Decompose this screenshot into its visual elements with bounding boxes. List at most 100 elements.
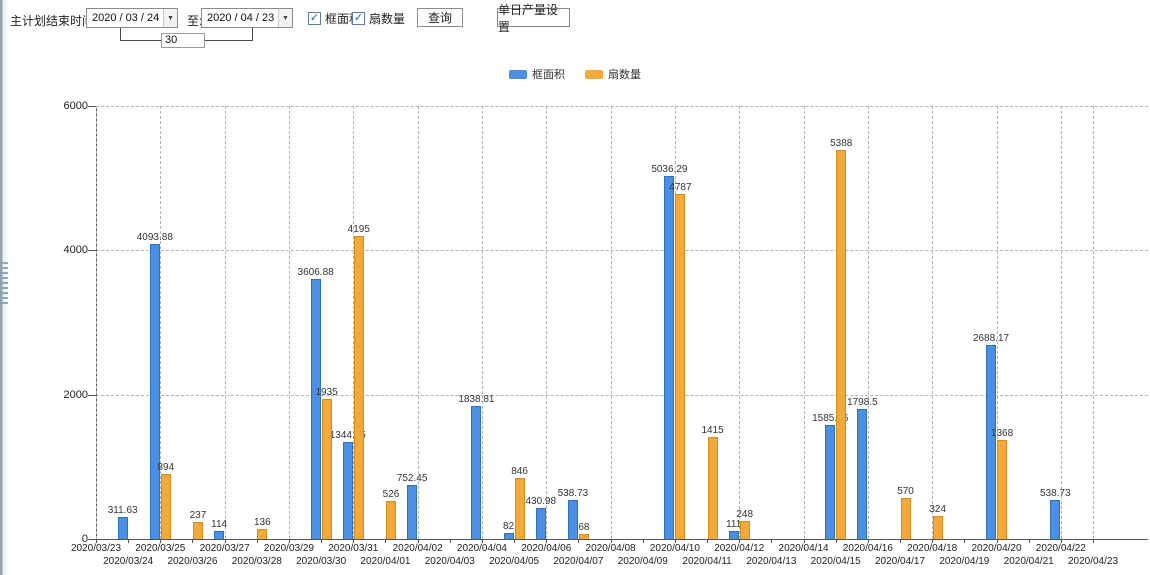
x-axis-label: 2020/04/22	[1035, 543, 1086, 554]
x-axis-label: 2020/04/21	[1003, 556, 1054, 567]
daily-output-settings-button[interactable]: 单日产量设置	[497, 3, 570, 34]
x-axis-tick	[128, 539, 130, 543]
bar-fans-2020-03-25	[160, 474, 171, 539]
x-axis-label: 2020/04/15	[810, 556, 861, 567]
x-axis-label: 2020/04/20	[971, 543, 1022, 554]
bar-chart: 6000 4000 2000 0 2020/03/23 2020/03/24 2020/03…	[0, 90, 1150, 575]
to-label: 至:	[187, 14, 203, 28]
x-axis-tick	[224, 539, 226, 543]
x-axis-tick	[674, 539, 676, 543]
x-axis-tick	[900, 539, 902, 543]
chevron-down-icon[interactable]: ▼	[163, 9, 177, 27]
gridline-vertical	[546, 106, 548, 539]
x-axis-label: 2020/04/02	[392, 543, 443, 554]
x-axis-label: 2020/04/13	[746, 556, 797, 567]
bar-fans-2020-04-01	[385, 501, 396, 539]
x-axis-tick	[192, 539, 194, 543]
start-date-picker[interactable]: 2020 / 03 / 24 ▼	[86, 8, 178, 28]
bar-value-label: 3606.88	[297, 267, 334, 278]
gridline-vertical	[803, 106, 805, 539]
x-axis-tick	[996, 539, 998, 543]
bar-value-label: 430.98	[525, 496, 557, 507]
bar-value-label: 1415	[701, 425, 724, 436]
bar-area-2020-04-12	[728, 531, 739, 539]
bar-area-2020-04-05	[503, 533, 514, 539]
x-axis-tick	[481, 539, 483, 543]
bar-area-2020-03-30	[310, 279, 321, 539]
bar-area-2020-03-31	[342, 442, 353, 539]
gridline-vertical	[739, 106, 741, 539]
bar-value-label: 1838.81	[458, 394, 495, 405]
x-axis-label: 2020/04/16	[842, 543, 893, 554]
bracket-line	[252, 28, 253, 41]
bar-value-label: 570	[897, 486, 914, 497]
bar-fans-2020-04-17	[900, 498, 911, 539]
bar-value-label: 5036.29	[651, 164, 688, 175]
x-axis-tick	[932, 539, 934, 543]
bar-value-label: 538.73	[557, 488, 589, 499]
day-span-input[interactable]: 30	[161, 33, 205, 48]
bar-fans-2020-04-15	[836, 150, 847, 539]
x-axis-label: 2020/03/23	[70, 543, 122, 554]
bar-value-label: 1368	[990, 428, 1014, 439]
gridline-horizontal	[96, 394, 1148, 396]
bracket-line	[120, 40, 161, 41]
gridline-horizontal	[96, 106, 1148, 107]
bar-fans-2020-04-07	[578, 534, 589, 539]
x-axis-tick	[964, 539, 966, 543]
bar-area-2020-04-10	[664, 176, 675, 539]
bar-fans-2020-04-11	[707, 437, 718, 539]
bar-area-2020-04-04	[471, 406, 482, 539]
bar-value-label: 237	[189, 510, 207, 521]
y-axis-label: 6000	[63, 100, 88, 112]
bar-value-label: 68	[578, 522, 590, 533]
y-axis-label: 2000	[63, 388, 88, 401]
x-axis-tick	[546, 539, 548, 543]
end-date-picker[interactable]: 2020 / 04 / 23 ▼	[201, 8, 293, 28]
bar-value-label: 4787	[669, 182, 692, 193]
x-axis-tick	[707, 539, 709, 543]
x-axis-label: 2020/03/28	[231, 556, 282, 567]
bar-fans-2020-04-05	[514, 478, 525, 539]
legend-swatch-blue	[509, 69, 527, 79]
legend-item-frame-area: 框面积	[509, 66, 565, 82]
gridline-vertical	[160, 106, 162, 539]
x-axis-tick	[353, 539, 355, 543]
bar-area-2020-04-07	[567, 500, 578, 539]
bar-value-label: 248	[736, 509, 754, 520]
end-date-value: 2020 / 04 / 23	[207, 12, 275, 24]
x-axis-tick	[578, 539, 580, 543]
x-axis-tick	[321, 539, 323, 543]
bar-fans-2020-03-28	[257, 529, 268, 539]
x-axis-label: 2020/03/27	[199, 543, 250, 554]
bar-area-2020-03-24	[117, 517, 128, 539]
splitter-grip-icon	[2, 262, 8, 306]
end-time-label: 主计划结束时间:	[10, 14, 98, 28]
bar-value-label: 111	[726, 519, 742, 530]
bracket-line	[120, 28, 121, 41]
x-axis-tick	[288, 539, 290, 543]
bar-value-label: 1798.5	[847, 397, 878, 408]
y-axis-tick	[88, 394, 96, 396]
gridline-vertical	[867, 106, 869, 539]
left-splitter[interactable]	[0, 0, 9, 575]
check-icon: ✓	[352, 12, 365, 25]
gridline-vertical	[610, 106, 612, 539]
bar-area-2020-04-15	[825, 425, 836, 539]
y-axis-label: 0	[81, 533, 88, 545]
bar-value-label: 752.45	[396, 473, 428, 484]
x-axis-label: 2020/04/03	[424, 556, 475, 567]
bar-fans-2020-04-12	[739, 521, 750, 539]
bar-area-2020-04-16	[857, 409, 868, 539]
query-button[interactable]: 查询	[417, 8, 463, 27]
bar-area-2020-04-20	[986, 345, 997, 539]
x-axis-label: 2020/03/30	[296, 556, 347, 567]
chevron-down-icon[interactable]: ▼	[278, 9, 292, 27]
x-axis-tick	[385, 539, 387, 543]
x-axis-label: 2020/03/26	[167, 556, 218, 567]
bar-value-label: 1935	[315, 387, 338, 398]
checkbox-fan-count[interactable]: ✓ 扇数量	[352, 10, 405, 27]
x-axis-label: 2020/04/14	[778, 543, 829, 554]
gridline-vertical	[1060, 106, 1062, 539]
x-axis-label: 2020/04/01	[360, 556, 411, 567]
